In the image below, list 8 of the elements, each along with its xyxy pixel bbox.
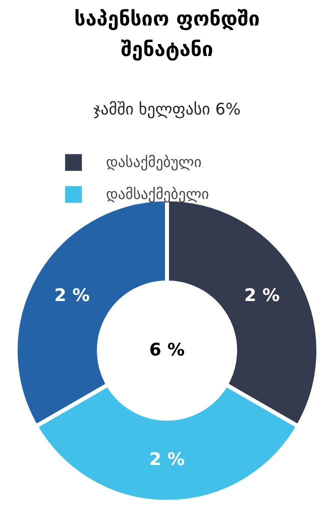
chart-title: საპენსიო ფონდში შენატანი <box>74 6 260 61</box>
text: 6 % <box>149 340 185 361</box>
chart-subtitle: ჯამში ხელფასი 6% <box>93 100 241 119</box>
legend-label: დასაქმებული <box>106 154 202 170</box>
legend-label: დამსაქმებელი <box>106 186 210 202</box>
data-label: 2 % <box>244 286 280 306</box>
data-label: 2 % <box>54 286 90 306</box>
data-label: 2 % <box>149 450 185 470</box>
